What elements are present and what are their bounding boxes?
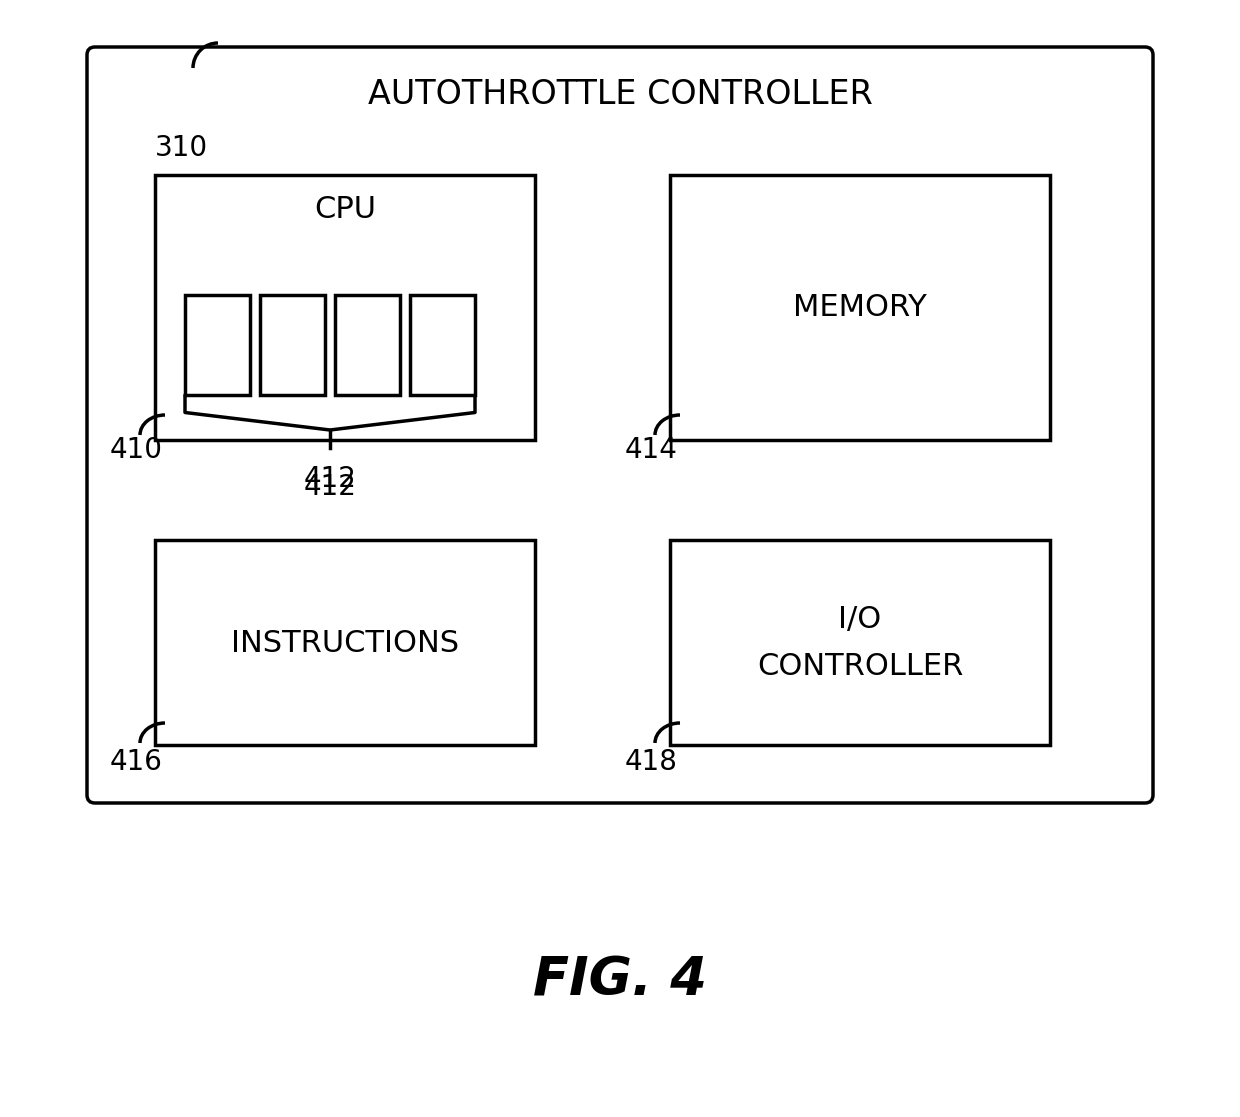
Bar xyxy=(155,540,534,745)
Bar xyxy=(335,295,401,395)
Text: 414: 414 xyxy=(625,436,678,464)
Bar xyxy=(410,295,475,395)
Bar xyxy=(260,295,325,395)
FancyBboxPatch shape xyxy=(87,47,1153,803)
Bar xyxy=(185,295,250,395)
Bar xyxy=(670,540,1050,745)
Text: 412: 412 xyxy=(304,472,356,502)
Text: 418: 418 xyxy=(625,748,678,776)
Text: INSTRUCTIONS: INSTRUCTIONS xyxy=(231,629,459,658)
Text: 416: 416 xyxy=(110,748,162,776)
Text: 310: 310 xyxy=(155,134,208,162)
Text: CPU: CPU xyxy=(314,195,376,225)
Text: 412: 412 xyxy=(304,465,356,493)
Text: 410: 410 xyxy=(110,436,162,464)
Text: I/O
CONTROLLER: I/O CONTROLLER xyxy=(756,604,963,681)
Text: MEMORY: MEMORY xyxy=(794,293,926,322)
Bar xyxy=(155,175,534,440)
Text: AUTOTHROTTLE CONTROLLER: AUTOTHROTTLE CONTROLLER xyxy=(367,78,873,112)
Text: FIG. 4: FIG. 4 xyxy=(533,954,707,1006)
Bar xyxy=(670,175,1050,440)
